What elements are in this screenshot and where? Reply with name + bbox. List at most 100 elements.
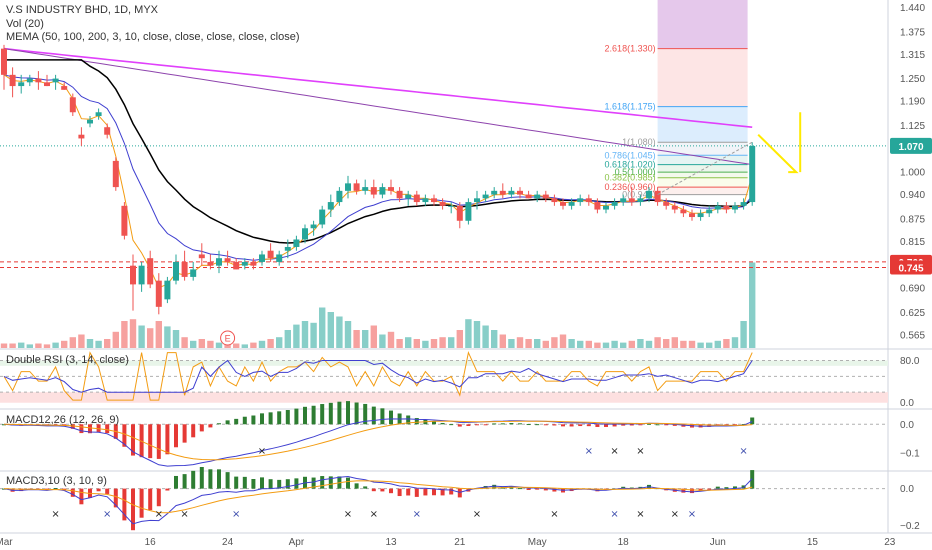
volume-bar <box>43 344 51 348</box>
volume-bar <box>164 326 171 348</box>
fib-level-label: 0.236(0.960) <box>605 182 656 192</box>
macd1-tick-label: 0.0 <box>900 420 914 431</box>
volume-bar <box>559 334 567 348</box>
macd2-histogram-bar <box>311 477 316 489</box>
volume-bar <box>542 340 549 348</box>
candle-body <box>138 265 145 285</box>
macd1-histogram-bar <box>79 424 84 434</box>
macd1-histogram-bar <box>234 418 239 425</box>
candle-body <box>44 82 50 87</box>
time-axis-label: 23 <box>884 537 896 548</box>
candle-body <box>284 246 291 251</box>
macd1-histogram-bar <box>518 423 522 425</box>
candle-body <box>465 202 472 221</box>
macd1-histogram-bar <box>672 424 677 426</box>
price-tick-label: 1.315 <box>900 50 925 61</box>
macd2-histogram-bar <box>440 488 445 496</box>
earnings-marker-label: E <box>225 334 231 344</box>
candle-body <box>654 190 661 203</box>
candle-body <box>740 202 747 206</box>
candle-body <box>198 254 205 259</box>
candle-body <box>379 187 386 195</box>
volume-bar <box>112 331 119 348</box>
fib-level-label: 1.618(1.175) <box>605 102 656 112</box>
candle-body <box>568 202 575 206</box>
volume-bar <box>310 322 317 348</box>
candle-body <box>474 198 480 203</box>
macd1-histogram-bar <box>457 424 462 427</box>
macd2-histogram-bar <box>621 486 626 489</box>
macd1-histogram-bar <box>475 424 479 426</box>
volume-bar <box>52 342 59 348</box>
volume-bar <box>508 339 515 348</box>
volume-bar <box>577 340 584 348</box>
macd1-histogram-bar <box>174 424 178 448</box>
volume-bar <box>594 342 601 348</box>
volume-bar <box>69 337 76 348</box>
volume-bar <box>637 339 644 348</box>
macd2-histogram-bar <box>681 488 686 493</box>
macd1-tick-label: −0.1 <box>900 448 920 459</box>
macd2-histogram-bar <box>19 488 24 492</box>
support-price-tag <box>890 260 932 275</box>
macd2-histogram-bar <box>371 488 376 492</box>
volume-bar <box>18 342 25 348</box>
volume-bar <box>147 328 154 348</box>
volume-bar <box>9 343 16 348</box>
volume-bar <box>439 337 446 348</box>
candle-body <box>388 187 394 191</box>
macd2-macd-line <box>3 475 753 525</box>
macd2-cross-marker: × <box>550 509 558 520</box>
candle-body <box>714 205 721 210</box>
macd2-histogram-bar <box>406 488 411 496</box>
candle-body <box>87 119 93 124</box>
fib-zone <box>657 155 748 165</box>
candle-body <box>689 213 695 218</box>
candle-body <box>646 190 652 199</box>
last-price-tag-label: 1.070 <box>898 142 923 153</box>
candle-body <box>61 86 68 90</box>
candle-body <box>224 258 231 262</box>
macd1-histogram-bar <box>647 423 651 425</box>
macd2-histogram-bar <box>268 479 273 489</box>
time-axis-label: May <box>528 537 547 548</box>
macd1-histogram-bar <box>251 415 256 425</box>
macd2-histogram-bar <box>629 487 634 489</box>
earnings-marker-icon <box>220 330 236 346</box>
volume-bar <box>241 344 248 348</box>
macd1-histogram-bar <box>595 424 600 427</box>
candle-body <box>155 280 162 307</box>
candle-body <box>663 202 670 206</box>
macd2-tick-label: −0.2 <box>900 521 920 532</box>
candle-body <box>302 228 308 240</box>
symbol-title: V.S INDUSTRY BHD, 1D, MYX <box>6 4 159 16</box>
fib-zone <box>657 172 748 178</box>
macd2-cross-marker: × <box>473 509 481 520</box>
macd1-histogram-bar <box>483 424 488 426</box>
macd1-histogram-bar <box>552 424 557 426</box>
macd2-histogram-bar <box>733 486 737 489</box>
volume-bar <box>61 340 68 348</box>
candle-body <box>173 261 179 281</box>
fib-level-label: 0.5(1.000) <box>615 167 656 177</box>
volume-bar <box>645 340 653 348</box>
macd2-histogram-bar <box>518 488 522 490</box>
macd1-histogram-bar <box>294 408 299 425</box>
volume-bar <box>516 337 524 348</box>
candle-body <box>181 261 188 277</box>
macd2-histogram-bar <box>535 488 540 490</box>
candle-body <box>611 202 618 206</box>
volume-bar <box>448 337 455 348</box>
fib-level-label: 0.786(1.045) <box>605 150 656 160</box>
macd2-histogram-bar <box>156 488 161 507</box>
price-tick-label: 1.375 <box>900 27 925 38</box>
macd2-histogram-bar <box>131 488 135 531</box>
macd2-histogram-bar <box>432 488 436 496</box>
volume-bar <box>181 337 188 348</box>
time-axis-label: 21 <box>454 537 466 548</box>
volume-bar <box>654 337 661 348</box>
candle-body <box>18 82 25 87</box>
time-axis-label: 24 <box>222 537 234 548</box>
volume-bar <box>155 321 162 348</box>
candle-body <box>456 205 463 221</box>
